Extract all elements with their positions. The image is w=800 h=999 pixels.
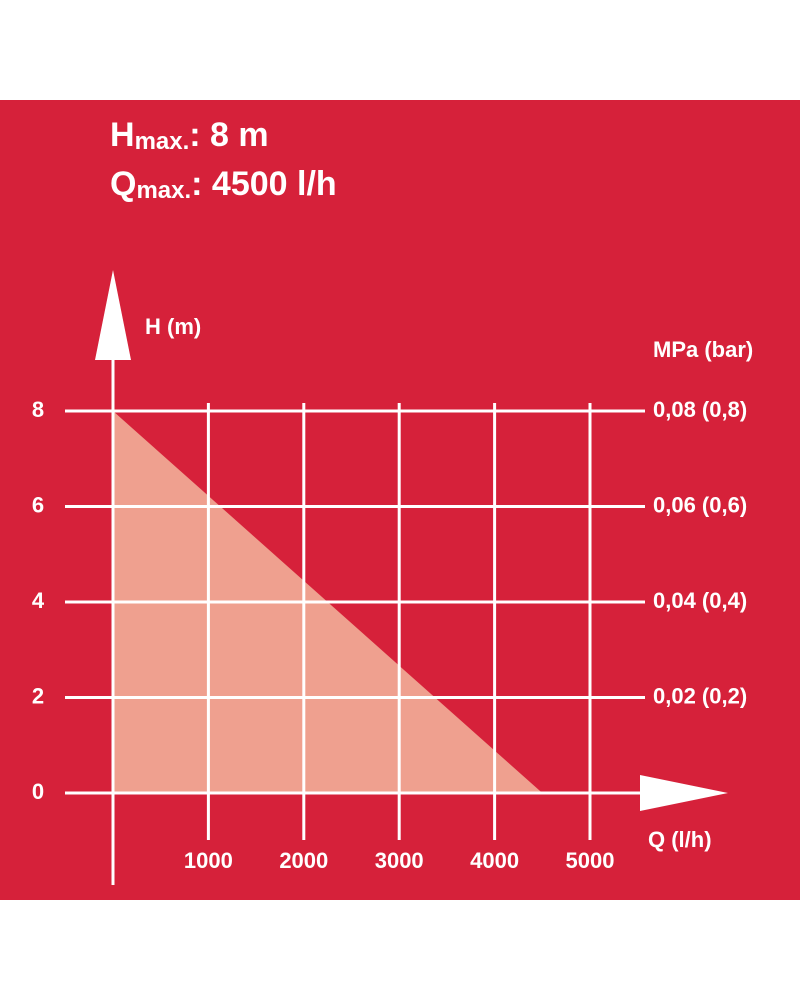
annotation-text: : 4500 l/h <box>191 165 337 203</box>
x-tick-label: 2000 <box>279 848 328 873</box>
y2-axis-label: MPa (bar) <box>653 337 753 362</box>
y2-tick-label: 0,08 (0,8) <box>653 397 747 422</box>
subscript: max. <box>135 128 190 155</box>
annotation-text: : 8 m <box>189 116 268 154</box>
y2-tick-label: 0,06 (0,6) <box>653 492 747 517</box>
subscript: max. <box>136 177 191 204</box>
y-tick-label: 4 <box>32 588 45 613</box>
symbol: Q <box>110 165 136 203</box>
y-tick-label: 8 <box>32 397 44 422</box>
symbol: H <box>110 116 135 154</box>
y2-tick-label: 0,02 (0,2) <box>653 683 747 708</box>
y-tick-label: 2 <box>32 683 44 708</box>
x-tick-label: 3000 <box>375 848 424 873</box>
x-tick-label: 1000 <box>184 848 233 873</box>
x-axis-label: Q (l/h) <box>648 827 712 852</box>
x-tick-label: 4000 <box>470 848 519 873</box>
y-axis-label: H (m) <box>145 314 201 339</box>
x-axis-arrow <box>640 775 728 811</box>
x-tick-label: 5000 <box>566 848 615 873</box>
y2-tick-label: 0,04 (0,4) <box>653 588 747 613</box>
annotation: Hmax.: 8 m <box>110 116 269 155</box>
y-tick-label: 0 <box>32 779 44 804</box>
y-tick-label: 6 <box>32 492 44 517</box>
annotation: Qmax.: 4500 l/h <box>110 165 337 204</box>
y-axis-arrow <box>95 270 131 360</box>
